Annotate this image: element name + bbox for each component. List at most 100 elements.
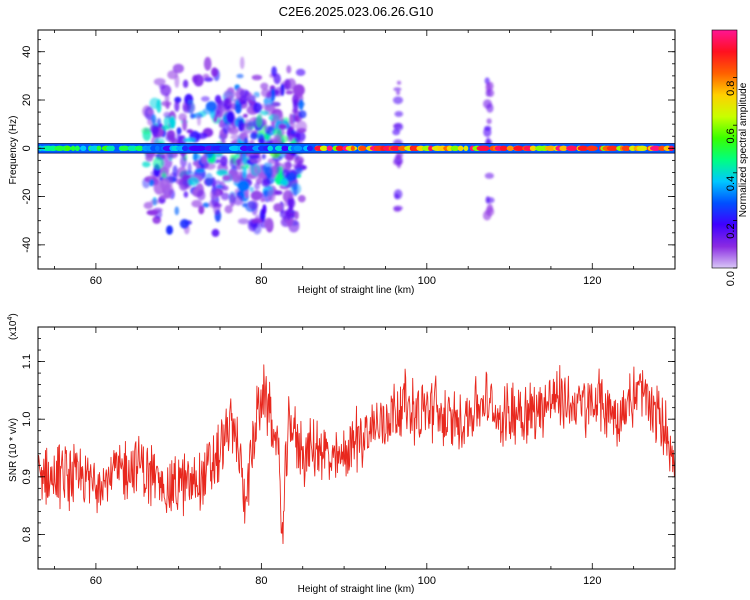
spectrogram-x-tick-label: 80 [255, 275, 267, 287]
spectrogram-cell [358, 145, 367, 151]
spectrogram-cell [264, 125, 272, 135]
snr-y-tick-label: 1.0 [21, 412, 33, 427]
spectrogram-cell [243, 113, 248, 118]
spectrogram-cell [201, 96, 210, 102]
snr-y-axis-label: SNR (10 * v/v) [8, 418, 19, 482]
colorbar-tick-label: 0.6 [725, 128, 737, 143]
spectrogram-cell [289, 113, 294, 125]
spectrogram-cell [254, 182, 260, 190]
spectrogram-cell [294, 115, 300, 122]
spectrogram-cell [172, 165, 178, 178]
spectrogram-cell [260, 82, 269, 91]
spectrogram-cell [485, 206, 495, 217]
spectrogram-cell [484, 125, 492, 131]
spectrogram-x-tick-label: 60 [90, 275, 102, 287]
spectrogram-cell [200, 156, 207, 165]
spectrogram-cell [484, 172, 494, 179]
spectrogram-y-axis-label: Frequency (Hz) [8, 116, 19, 185]
spectrogram-cell [241, 151, 247, 165]
spectrogram-cell [205, 172, 214, 187]
spectrogram-cell [263, 217, 274, 230]
spectrogram-cell [270, 88, 276, 102]
spectrogram-cell [262, 204, 267, 215]
spectrogram-cell [393, 205, 403, 211]
spectrogram-cell [233, 195, 244, 206]
spectrogram-cell [278, 123, 287, 130]
spectrogram-y-tick-label: 40 [21, 46, 33, 58]
spectrogram-cell [187, 177, 200, 186]
spectrogram-cell [186, 129, 194, 134]
spectrogram-cell [149, 97, 160, 110]
spectrogram-cell [143, 201, 153, 210]
figure-title: C2E6.2025.023.06.26.G10 [279, 4, 434, 19]
snr-series-line [38, 364, 675, 545]
spectrogram-cell [289, 182, 302, 195]
spectrogram-cell [229, 193, 236, 207]
spectrogram-cell [295, 167, 303, 175]
spectrogram-cell [285, 90, 294, 95]
colorbar: 0.0 0.2 0.4 0.6 0.8 Normalized spectral … [711, 29, 749, 286]
snr-x-axis-label: Height of straight line (km) [298, 584, 415, 595]
spectrogram-cell [149, 179, 155, 187]
spectrogram-cell [261, 153, 266, 160]
spectrogram-cell [506, 145, 514, 151]
spectrogram-cell [141, 127, 152, 135]
spectrogram-cell [636, 145, 648, 151]
spectrogram-cell [202, 202, 210, 208]
spectrogram-cell [202, 73, 210, 79]
spectrogram-cell [396, 80, 402, 85]
colorbar-label: Normalized spectral amplitude [738, 82, 749, 217]
spectrogram-cell [264, 166, 274, 178]
spectrogram-cell [393, 96, 403, 105]
spectrogram-cell [228, 169, 239, 176]
spectrogram-cell [226, 111, 235, 124]
spectrogram-y-tick-label: -20 [21, 189, 33, 205]
spectrogram-cell [241, 122, 253, 134]
spectrogram-cell [236, 73, 244, 79]
spectrogram-cell [260, 197, 265, 203]
spectrogram-cell [274, 145, 283, 151]
spectrogram-cell [248, 154, 260, 159]
spectrogram-frame [37, 29, 676, 270]
spectrogram-cell [187, 162, 192, 175]
spectrogram-cell [252, 222, 262, 235]
snr-y-tick-label: 0.8 [21, 527, 33, 542]
spectrogram-cell [235, 158, 242, 166]
spectrogram-cell [649, 145, 662, 151]
spectrogram-cell [215, 109, 221, 116]
spectrogram-cell [178, 113, 187, 121]
spectrogram-cell [529, 145, 537, 151]
spectrogram-cell [153, 78, 166, 86]
colorbar-tick-label: 0.2 [725, 223, 737, 238]
spectrogram-cell [191, 199, 203, 208]
spectrogram-cell [148, 109, 153, 115]
spectrogram-cell [183, 191, 189, 198]
spectrogram-cell [238, 95, 247, 106]
spectrogram-cell [172, 63, 184, 74]
spectrogram-cell [298, 99, 304, 111]
spectrogram-cell [159, 194, 172, 199]
spectrogram-cell [174, 100, 180, 112]
spectrogram-cell [211, 67, 218, 77]
spectrogram-y-tick-label: 0 [21, 145, 33, 151]
spectrogram-cell [237, 180, 250, 192]
spectrogram-cell [197, 115, 201, 126]
spectrogram-y-tick-label: -40 [21, 237, 33, 253]
spectrogram-cell [298, 110, 307, 119]
spectrogram-cell [567, 145, 578, 151]
spectrogram-cell [485, 82, 491, 93]
spectrogram-cell [169, 116, 176, 129]
spectrogram-panel: 60 80 100 120 -40 -20 0 20 40 Height of … [8, 29, 676, 296]
spectrogram-cell [286, 135, 294, 142]
spectrogram-cell [221, 185, 229, 191]
spectrogram-cell [174, 74, 180, 88]
spectrogram-cell [183, 137, 196, 143]
snr-panel: 60 80 100 120 0.8 0.9 1.0 1.1 Height of … [7, 313, 676, 595]
spectrogram-cell [273, 73, 281, 85]
spectrogram-cell [293, 145, 303, 151]
spectrogram-cell [288, 191, 294, 200]
spectrogram-cell [211, 228, 220, 237]
spectrogram-cell [249, 186, 255, 193]
spectrogram-cell [252, 102, 263, 114]
spectrogram-cell [297, 195, 306, 203]
